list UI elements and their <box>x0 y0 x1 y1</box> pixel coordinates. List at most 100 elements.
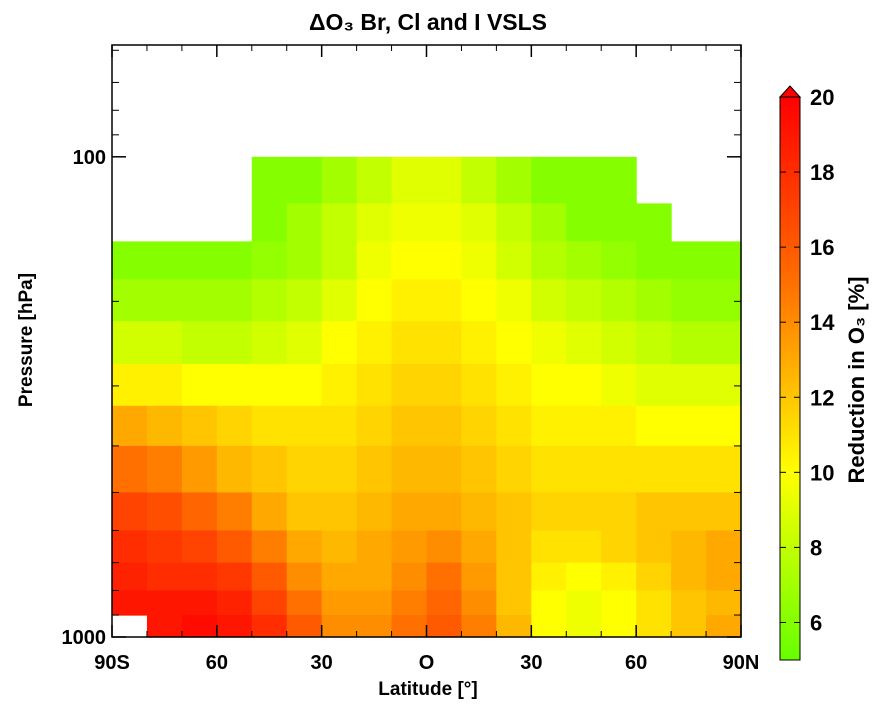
heat-cell <box>391 279 428 322</box>
heat-cell <box>671 492 707 532</box>
heat-cell <box>566 279 602 322</box>
heat-cell <box>601 405 637 447</box>
heat-cell <box>566 156 602 204</box>
heat-cell <box>286 203 323 242</box>
heat-cell <box>671 562 707 592</box>
heat-cell <box>216 405 253 447</box>
colorbar-tick-label: 10 <box>810 460 834 485</box>
heat-cell <box>706 590 742 616</box>
heat-cell <box>391 492 428 532</box>
heat-cell <box>321 590 358 616</box>
heat-cell <box>181 590 218 616</box>
heat-cell <box>321 279 358 322</box>
heat-cell <box>356 156 393 204</box>
heat-cell <box>146 530 183 564</box>
x-tick-label: 90S <box>94 652 130 674</box>
heat-cell <box>601 363 637 407</box>
heat-cell <box>216 279 253 322</box>
heat-cell <box>461 241 497 280</box>
heat-cell <box>286 492 323 532</box>
heat-cell <box>321 562 358 592</box>
heat-cell <box>146 279 183 322</box>
heat-cell <box>356 405 393 447</box>
heat-cell <box>146 363 183 407</box>
heat-cell <box>601 530 637 564</box>
heat-cell <box>251 241 288 280</box>
heat-cell <box>496 363 532 407</box>
heat-cell <box>671 590 707 616</box>
colorbar-tick-label: 14 <box>810 310 835 335</box>
heat-cell <box>706 562 742 592</box>
heat-cell <box>531 321 567 365</box>
heat-cell <box>636 321 672 365</box>
heat-cell <box>531 156 567 204</box>
heat-cell <box>461 530 497 564</box>
heat-cell <box>496 530 532 564</box>
heat-cell <box>391 156 428 204</box>
heat-cell <box>636 615 672 638</box>
heat-cell <box>321 492 358 532</box>
y-axis-label: Pressure [hPa] <box>16 273 37 407</box>
heat-cell <box>146 321 183 365</box>
heat-cell <box>251 615 288 638</box>
heat-cell <box>286 562 323 592</box>
heat-cell <box>286 615 323 638</box>
heat-cell <box>601 445 637 494</box>
heat-cell <box>286 156 323 204</box>
heat-cell <box>566 492 602 532</box>
heat-cell <box>496 492 532 532</box>
heat-cell <box>496 279 532 322</box>
heat-cell <box>566 530 602 564</box>
heat-cell <box>636 203 672 242</box>
heat-cell <box>321 615 358 638</box>
heat-cell <box>216 590 253 616</box>
heat-cell <box>566 405 602 447</box>
heat-cell <box>391 241 428 280</box>
heat-cell <box>112 241 148 280</box>
heat-cell <box>531 445 567 494</box>
heat-cell <box>601 590 637 616</box>
heat-cell <box>356 241 393 280</box>
colorbar-extend <box>778 85 802 98</box>
heat-cell <box>426 279 463 322</box>
heat-cell <box>706 241 742 280</box>
heat-cell <box>286 241 323 280</box>
x-tick-label: 30 <box>311 652 333 674</box>
heat-cell <box>146 492 183 532</box>
heat-cell <box>496 203 532 242</box>
heat-cell <box>636 492 672 532</box>
heat-cell <box>286 279 323 322</box>
heat-cell <box>496 445 532 494</box>
heat-cell <box>601 492 637 532</box>
heat-cell <box>426 405 463 447</box>
heat-cell <box>531 492 567 532</box>
heat-cell <box>426 156 463 204</box>
heat-cell <box>286 590 323 616</box>
heat-cell <box>496 241 532 280</box>
heat-cell <box>391 562 428 592</box>
heat-cell <box>356 321 393 365</box>
heat-cell <box>426 562 463 592</box>
heat-cell <box>216 530 253 564</box>
heat-cell <box>531 241 567 280</box>
heat-cell <box>461 156 497 204</box>
colorbar <box>779 96 801 661</box>
heat-cell <box>706 279 742 322</box>
heat-cell <box>181 530 218 564</box>
heat-cell <box>706 321 742 365</box>
heat-cell <box>566 562 602 592</box>
heat-cell <box>251 321 288 365</box>
heat-cell <box>356 530 393 564</box>
colorbar-tick-label: 20 <box>810 85 834 110</box>
heat-cell <box>321 445 358 494</box>
heat-cell <box>601 615 637 638</box>
heat-cell <box>531 279 567 322</box>
heat-cell <box>251 156 288 204</box>
colorbar-tick-label: 12 <box>810 385 834 410</box>
heat-cell <box>251 203 288 242</box>
heat-cell <box>706 405 742 447</box>
heat-cell <box>391 590 428 616</box>
heat-cell <box>356 279 393 322</box>
heat-cell <box>321 363 358 407</box>
heat-cell <box>671 321 707 365</box>
